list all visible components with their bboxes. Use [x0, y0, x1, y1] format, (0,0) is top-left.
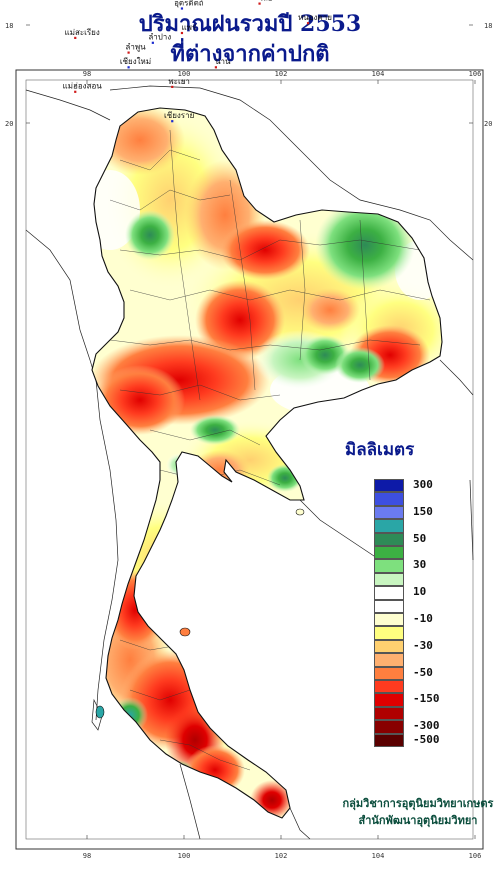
- legend-swatch: [374, 693, 404, 707]
- credit-line1: กลุ่มวิชาการอุตุนิยมวิทยาเกษตร: [342, 797, 494, 810]
- x-tick-top: 102: [275, 70, 288, 78]
- province-label: เชียงใหม่: [120, 57, 151, 66]
- province-label: แม่ฮ่องสอน: [63, 82, 103, 91]
- province-label: ลำปาง: [148, 33, 171, 42]
- station-marker: [171, 120, 174, 123]
- legend-label: -10: [413, 612, 433, 625]
- province-label: หนองคาย: [298, 13, 332, 22]
- y-tick-left: 20: [5, 120, 13, 128]
- legend-swatch: [374, 680, 404, 694]
- province-label: แม่สะเรียง: [65, 28, 100, 37]
- x-tick-top: 104: [372, 70, 385, 78]
- neighbour-borders: [25, 85, 474, 840]
- map-title-line2: ที่ต่างจากค่าปกติ: [170, 41, 330, 67]
- legend-swatch: [374, 572, 404, 587]
- x-tick-top: 100: [178, 70, 191, 78]
- station-marker: [127, 66, 130, 69]
- province-labels: เชียงราย แม่ฮ่องสอน พะเยา เชียงใหม่ ลำพูนน่า…: [63, 0, 332, 120]
- station-marker: [180, 31, 184, 35]
- province-label: น่าน: [215, 57, 231, 66]
- x-tick-bottom: 102: [275, 852, 288, 860]
- map-title-line1: ปริมาณฝนรวมปี 2553: [138, 11, 362, 37]
- x-tick-bottom: 98: [83, 852, 91, 860]
- legend-swatch: [374, 733, 404, 747]
- station-markers: [74, 2, 310, 123]
- legend-swatch: [374, 546, 404, 560]
- y-tick-right: 18: [484, 22, 492, 30]
- legend-swatch: [374, 492, 404, 506]
- legend-label: 150: [413, 504, 433, 518]
- province-label: ลำพูน: [125, 43, 146, 53]
- y-tick-right: 20: [484, 120, 492, 128]
- station-marker: [180, 7, 184, 10]
- x-tick-bottom: 100: [178, 852, 191, 860]
- station-marker: [127, 51, 130, 54]
- y-tick-left: 18: [5, 22, 13, 30]
- x-tick-bottom: 104: [372, 852, 385, 860]
- legend-label: -500: [413, 732, 440, 746]
- legend-title: มิลลิเมตร: [345, 440, 415, 460]
- station-marker: [74, 90, 77, 93]
- legend-swatch: [374, 653, 404, 667]
- legend-swatch: [374, 586, 404, 600]
- station-marker: [214, 66, 217, 69]
- legend-swatch: [374, 559, 404, 573]
- province-label: เชียงราย: [164, 111, 194, 120]
- legend-label: 30: [413, 558, 427, 572]
- legend-swatch: [374, 532, 404, 546]
- legend-swatch: [374, 479, 404, 493]
- x-tick-bottom: 106: [469, 852, 482, 860]
- province-label: พะเยา: [168, 77, 189, 86]
- legend-label: -30: [413, 638, 433, 652]
- legend-swatch: [374, 666, 404, 680]
- legend-swatch: [374, 720, 404, 734]
- x-tick-top: 106: [469, 70, 482, 78]
- islands: [95, 508, 305, 719]
- legend-swatch: [374, 706, 404, 721]
- province-label: อุตรดิตถ์: [174, 0, 204, 7]
- station-marker: [306, 22, 310, 25]
- legend-swatch: [374, 639, 404, 654]
- legend-label: -50: [413, 665, 433, 679]
- legend-swatch: [374, 519, 404, 533]
- axis-ticks: 9898100100102102104104106106202018181616…: [5, 22, 492, 860]
- legend-swatch: [374, 599, 404, 613]
- legend-swatch: [374, 613, 404, 627]
- province-label: เลย: [260, 0, 272, 3]
- station-marker: [171, 85, 174, 88]
- legend-label: -300: [413, 719, 440, 733]
- legend-label: 50: [413, 531, 427, 545]
- station-marker: [258, 2, 261, 5]
- legend-label: 10: [413, 585, 427, 599]
- legend-swatch: [374, 505, 404, 520]
- credit-line2: สำนักพัฒนาอุตุนิยมวิทยา: [358, 814, 478, 827]
- legend-swatch: [374, 626, 404, 640]
- map-inner-frame: [25, 79, 474, 840]
- x-tick-top: 98: [83, 70, 91, 78]
- province-label: แพร่: [181, 23, 196, 32]
- legend-label: 300: [413, 478, 433, 491]
- station-marker: [151, 41, 154, 44]
- station-marker: [74, 36, 77, 39]
- legend-label: -150: [413, 692, 440, 706]
